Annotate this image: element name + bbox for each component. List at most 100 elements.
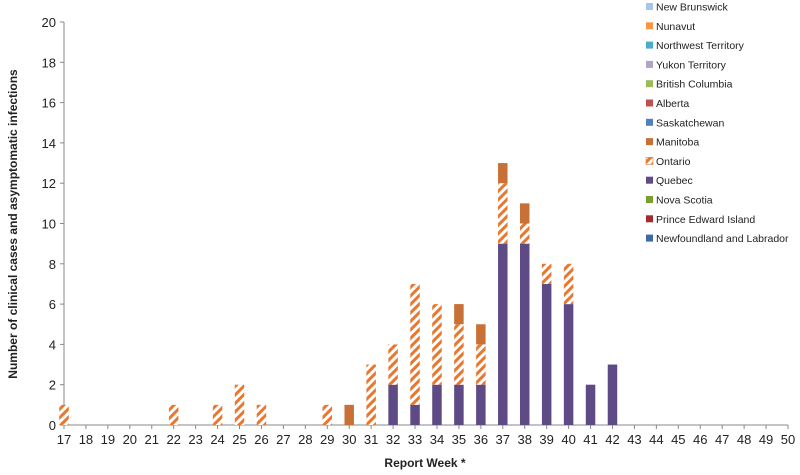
x-tick-label: 28 <box>298 432 312 447</box>
x-tick-label: 26 <box>254 432 268 447</box>
x-tick-label: 29 <box>320 432 334 447</box>
legend-swatch-nova-scotia <box>646 196 653 203</box>
x-tick-label: 50 <box>781 432 795 447</box>
y-tick-label: 2 <box>49 378 56 393</box>
bar-manitoba-week-35 <box>454 304 464 325</box>
x-tick-label: 38 <box>517 432 531 447</box>
x-tick-label: 44 <box>649 432 663 447</box>
x-tick-label: 39 <box>539 432 553 447</box>
legend-swatch-quebec <box>646 176 653 184</box>
bar-ontario-week-25 <box>234 384 245 425</box>
legend-label-newfoundland-and-labrador: Newfoundland and Labrador <box>656 233 789 245</box>
bar-ontario-week-24 <box>212 404 223 425</box>
bar-ontario-week-36 <box>476 344 486 385</box>
x-tick-label: 19 <box>101 432 115 447</box>
bars-group <box>59 163 618 425</box>
legend: New Brunswick Nunavut Northwest Territory Y… <box>645 2 789 245</box>
y-tick-label: 20 <box>42 15 56 30</box>
legend-label-manitoba: Manitoba <box>656 137 699 149</box>
legend-label-ontario: Ontario <box>656 156 691 168</box>
bar-manitoba-week-38 <box>519 203 530 224</box>
bar-ontario-week-35 <box>454 324 464 385</box>
x-tick-label: 43 <box>627 432 641 447</box>
x-tick-label: 42 <box>605 432 619 447</box>
legend-label-northwest-territory: Northwest Territory <box>656 40 745 52</box>
x-axis-title: Report Week * <box>384 456 465 470</box>
x-tick-label: 25 <box>232 432 246 447</box>
x-tick-label: 49 <box>759 432 773 447</box>
bar-ontario-week-37 <box>498 183 508 244</box>
bar-quebec-week-34 <box>432 384 442 425</box>
bar-ontario-week-40 <box>563 263 574 305</box>
legend-swatch-northwest-territory <box>646 41 653 49</box>
y-tick-label: 12 <box>42 176 56 191</box>
bar-ontario-week-34 <box>432 304 442 385</box>
bar-quebec-week-37 <box>498 243 508 425</box>
legend-label-nova-scotia: Nova Scotia <box>656 195 713 207</box>
bar-ontario-week-33 <box>410 283 420 405</box>
legend-label-new-brunswick: New Brunswick <box>656 2 729 14</box>
y-tick-label: 14 <box>42 136 56 151</box>
bar-ontario-week-17 <box>59 404 69 425</box>
x-tick-label: 40 <box>561 432 575 447</box>
legend-swatch-saskatchewan <box>646 118 653 126</box>
legend-swatch-yukon-territory <box>646 60 653 68</box>
x-tick-label: 22 <box>166 432 180 447</box>
legend-label-saskatchewan: Saskatchewan <box>656 117 724 129</box>
legend-swatch-alberta <box>646 99 653 107</box>
bar-quebec-week-36 <box>476 384 486 425</box>
bar-ontario-week-29 <box>322 404 333 425</box>
x-tick-label: 41 <box>583 432 597 447</box>
y-tick-label: 18 <box>42 55 56 70</box>
legend-label-quebec: Quebec <box>656 175 693 187</box>
legend-swatch-british-columbia <box>646 80 653 88</box>
x-tick-label: 33 <box>408 432 422 447</box>
x-tick-label: 20 <box>123 432 137 447</box>
x-tick-label: 35 <box>452 432 466 447</box>
bar-quebec-week-32 <box>388 384 398 425</box>
bar-quebec-week-42 <box>607 364 618 425</box>
y-axis-title: Number of clinical cases and asymptomati… <box>6 69 20 379</box>
x-tick-label: 45 <box>671 432 685 447</box>
x-tick-label: 34 <box>430 432 444 447</box>
bar-manitoba-week-30 <box>344 404 354 425</box>
x-tick-label: 30 <box>342 432 356 447</box>
y-tick-label: 8 <box>49 257 56 272</box>
bar-quebec-week-40 <box>563 304 574 425</box>
bar-manitoba-week-36 <box>476 324 486 345</box>
y-tick-label: 4 <box>49 337 56 352</box>
y-tick-label: 0 <box>49 418 56 433</box>
legend-label-yukon-territory: Yukon Territory <box>656 59 727 71</box>
bar-ontario-week-31 <box>366 364 376 425</box>
x-tick-label: 21 <box>145 432 159 447</box>
x-tick-label: 32 <box>386 432 400 447</box>
x-tick-label: 27 <box>276 432 290 447</box>
legend-swatch-prince-edward-island <box>646 215 653 223</box>
legend-label-nunavut: Nunavut <box>656 21 695 33</box>
legend-label-british-columbia: British Columbia <box>656 79 733 91</box>
bar-ontario-week-22 <box>168 404 179 425</box>
legend-label-alberta: Alberta <box>656 98 689 110</box>
x-tick-label: 46 <box>693 432 707 447</box>
bar-quebec-week-39 <box>541 283 552 425</box>
x-tick-label: 48 <box>737 432 751 447</box>
legend-swatch-newfoundland-and-labrador <box>646 234 653 242</box>
legend-swatch-ontario <box>645 157 654 165</box>
x-tick-label: 17 <box>57 432 71 447</box>
bar-ontario-week-39 <box>541 263 552 284</box>
bar-quebec-week-41 <box>585 384 596 425</box>
legend-swatch-new-brunswick <box>646 3 653 10</box>
x-tick-label: 24 <box>210 432 224 447</box>
y-tick-label: 6 <box>49 297 56 312</box>
x-tick-label: 37 <box>496 432 510 447</box>
bar-ontario-week-26 <box>256 404 267 425</box>
bar-quebec-week-38 <box>519 243 530 425</box>
bar-quebec-week-33 <box>410 404 420 425</box>
legend-swatch-nunavut <box>646 22 653 30</box>
bar-quebec-week-35 <box>454 384 464 425</box>
bar-manitoba-week-37 <box>498 163 508 184</box>
bar-ontario-week-38 <box>519 223 530 244</box>
x-tick-label: 31 <box>364 432 378 447</box>
